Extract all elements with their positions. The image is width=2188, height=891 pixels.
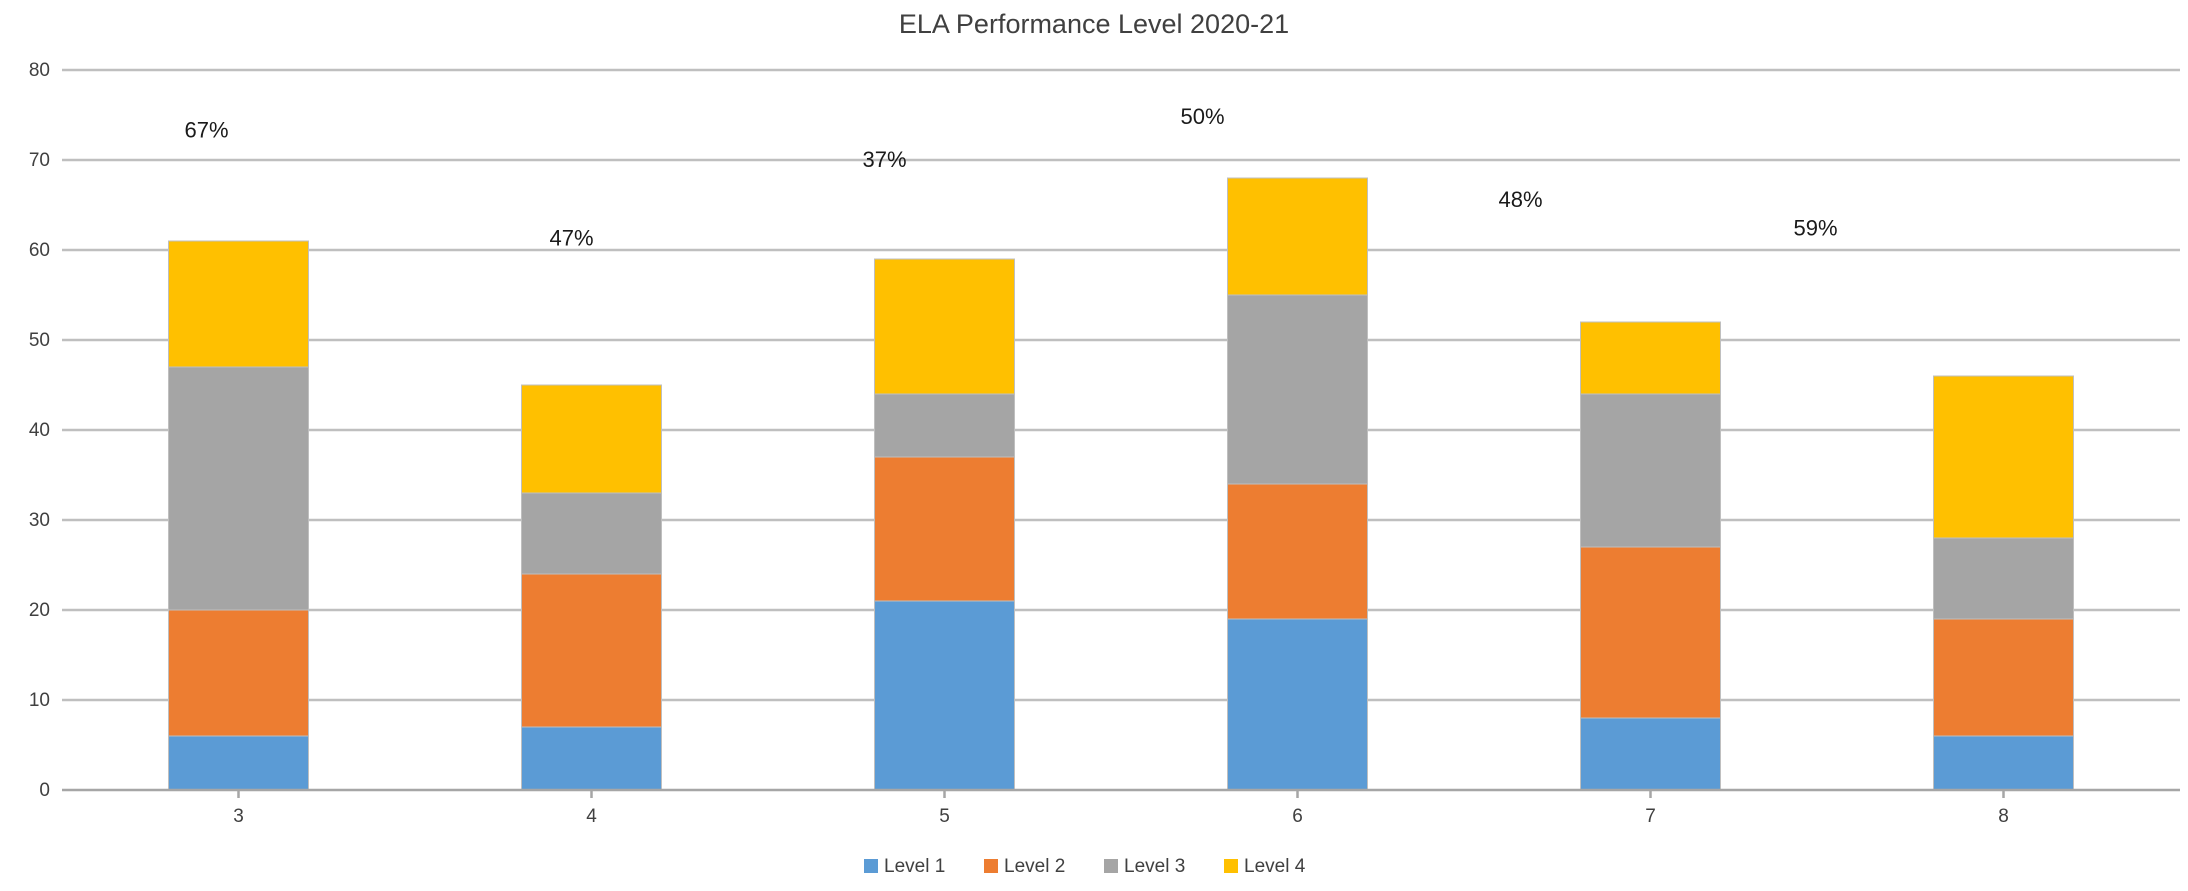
legend-swatch <box>1104 859 1118 873</box>
bar-segment-level-4-grade-5 <box>874 258 1015 395</box>
bar-segment-level-1-grade-3 <box>168 735 309 791</box>
legend-swatch <box>1224 859 1238 873</box>
bar-segment-level-1-grade-8 <box>1933 735 2074 791</box>
bar-segment-level-1-grade-5 <box>874 600 1015 791</box>
y-tick-label: 60 <box>29 240 50 261</box>
legend-swatch <box>864 859 878 873</box>
bar-segment-level-3-grade-5 <box>874 393 1015 458</box>
bar-segment-level-4-grade-6 <box>1227 177 1368 296</box>
legend-swatch <box>984 859 998 873</box>
legend-label: Level 1 <box>884 856 945 877</box>
x-tick-label: 7 <box>1645 806 1656 827</box>
percent-annotation: 50% <box>1180 104 1224 129</box>
bar-segment-level-3-grade-7 <box>1580 393 1721 548</box>
y-tick-label: 20 <box>29 600 50 621</box>
bar-segment-level-4-grade-4 <box>521 384 662 494</box>
bars-layer <box>168 177 2074 791</box>
percent-annotation: 48% <box>1498 187 1542 212</box>
bar-segment-level-3-grade-8 <box>1933 537 2074 620</box>
bar-segment-level-2-grade-3 <box>168 609 309 737</box>
percent-annotation: 67% <box>184 118 228 143</box>
x-tick-label: 6 <box>1292 806 1303 827</box>
legend-label: Level 4 <box>1244 856 1306 877</box>
bar-segment-level-2-grade-6 <box>1227 483 1368 620</box>
axis-layer: 3 4 5 6 7 8 <box>62 788 2180 827</box>
bar-segment-level-4-grade-3 <box>168 240 309 368</box>
bar-segment-level-4-grade-7 <box>1580 321 1721 395</box>
y-tick-label: 0 <box>39 780 50 801</box>
bar-segment-level-1-grade-7 <box>1580 717 1721 791</box>
bar-segment-level-1-grade-6 <box>1227 618 1368 791</box>
y-tick-label: 70 <box>29 150 50 171</box>
y-tick-label: 10 <box>29 690 50 711</box>
y-tick-label: 50 <box>29 330 50 351</box>
bar-segment-level-2-grade-8 <box>1933 618 2074 737</box>
bar-segment-level-2-grade-5 <box>874 456 1015 602</box>
y-tick-label: 80 <box>29 60 50 81</box>
y-tick-label: 30 <box>29 510 50 531</box>
bar-segment-level-3-grade-4 <box>521 492 662 575</box>
legend: Level 1 Level 2 Level 3 Level 4 <box>864 856 1306 877</box>
percent-annotation: 59% <box>1793 216 1837 241</box>
bar-segment-level-3-grade-6 <box>1227 294 1368 485</box>
percent-annotation: 37% <box>862 147 906 172</box>
percent-annotation: 47% <box>549 226 593 251</box>
bar-segment-level-4-grade-8 <box>1933 375 2074 539</box>
x-tick-label: 3 <box>233 806 244 827</box>
grid-layer: 0 10 20 30 40 50 60 70 80 <box>29 60 2180 801</box>
bar-segment-level-2-grade-4 <box>521 573 662 728</box>
y-tick-label: 40 <box>29 420 50 441</box>
annotation-layer: 67% 47% 37% 50% 48% 59% <box>184 104 1837 251</box>
x-tick-label: 5 <box>939 806 950 827</box>
bar-segment-level-3-grade-3 <box>168 366 309 611</box>
bar-segment-level-2-grade-7 <box>1580 546 1721 719</box>
x-tick-label: 4 <box>586 806 597 827</box>
chart-title: ELA Performance Level 2020-21 <box>899 9 1289 39</box>
legend-label: Level 2 <box>1004 856 1065 877</box>
legend-label: Level 3 <box>1124 856 1185 877</box>
bar-segment-level-1-grade-4 <box>521 726 662 791</box>
x-tick-label: 8 <box>1998 806 2009 827</box>
